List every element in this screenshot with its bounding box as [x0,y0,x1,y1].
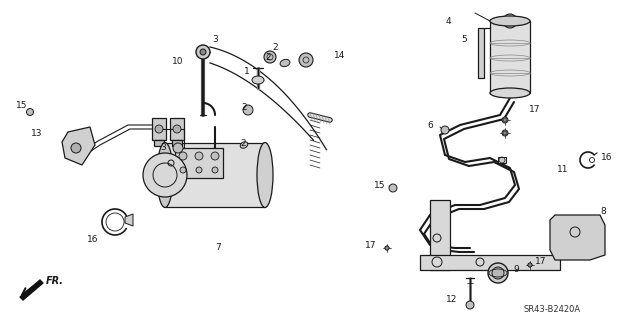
Text: SR43-B2420A: SR43-B2420A [523,306,580,315]
Circle shape [389,184,397,192]
Polygon shape [172,140,182,146]
Text: 15: 15 [374,181,385,189]
Polygon shape [175,148,223,178]
Circle shape [212,167,218,173]
Ellipse shape [252,76,264,84]
Text: 1: 1 [244,68,250,77]
Text: 2: 2 [265,54,271,63]
Text: 2: 2 [272,43,278,53]
Polygon shape [490,21,530,93]
Text: 17: 17 [365,241,376,250]
Circle shape [503,14,517,28]
Text: 3: 3 [160,144,166,152]
Text: 4: 4 [445,18,451,26]
Text: 12: 12 [445,295,457,305]
Polygon shape [154,140,164,146]
Circle shape [179,152,187,160]
Circle shape [299,53,313,67]
Circle shape [466,301,474,309]
Circle shape [492,267,504,279]
Circle shape [195,152,203,160]
Circle shape [503,118,507,122]
Circle shape [200,49,206,55]
Polygon shape [62,127,95,165]
Polygon shape [170,118,184,140]
Circle shape [155,125,163,133]
Polygon shape [125,214,133,226]
Text: 17: 17 [529,106,541,115]
Text: 10: 10 [172,57,183,66]
Circle shape [71,143,81,153]
Ellipse shape [257,143,273,207]
Text: 16: 16 [87,235,99,244]
Circle shape [264,51,276,63]
Circle shape [173,125,181,133]
Circle shape [143,153,187,197]
Circle shape [528,263,532,267]
Text: 5: 5 [461,35,467,44]
Circle shape [385,246,389,250]
Text: FR.: FR. [46,276,64,286]
Polygon shape [20,280,43,300]
Text: 11: 11 [557,166,568,174]
Polygon shape [498,157,506,163]
Text: 14: 14 [334,50,346,60]
Ellipse shape [490,88,530,98]
Polygon shape [420,255,560,270]
Ellipse shape [157,143,173,207]
Ellipse shape [280,59,290,67]
Circle shape [196,45,210,59]
Polygon shape [165,143,265,207]
Circle shape [503,131,507,135]
Ellipse shape [240,142,248,148]
Circle shape [26,108,33,115]
Text: 3: 3 [212,35,218,44]
Polygon shape [152,118,166,140]
Text: 2: 2 [241,138,246,147]
Text: 8: 8 [600,207,605,217]
Text: 2: 2 [241,103,247,113]
Circle shape [385,246,389,250]
Polygon shape [430,200,450,270]
Text: 7: 7 [215,243,221,253]
Ellipse shape [490,16,530,26]
Circle shape [243,105,253,115]
Text: 6: 6 [428,121,433,130]
Text: 9: 9 [513,265,519,275]
Circle shape [441,126,449,134]
Polygon shape [478,28,484,78]
Text: 16: 16 [601,152,612,161]
Text: 13: 13 [31,129,42,137]
Circle shape [502,117,508,123]
Circle shape [196,167,202,173]
Circle shape [528,263,532,267]
Text: 15: 15 [15,100,27,109]
Circle shape [211,152,219,160]
Circle shape [488,263,508,283]
Circle shape [173,143,183,153]
Circle shape [502,130,508,136]
Text: 17: 17 [535,257,547,266]
Polygon shape [550,215,605,260]
Circle shape [180,167,186,173]
